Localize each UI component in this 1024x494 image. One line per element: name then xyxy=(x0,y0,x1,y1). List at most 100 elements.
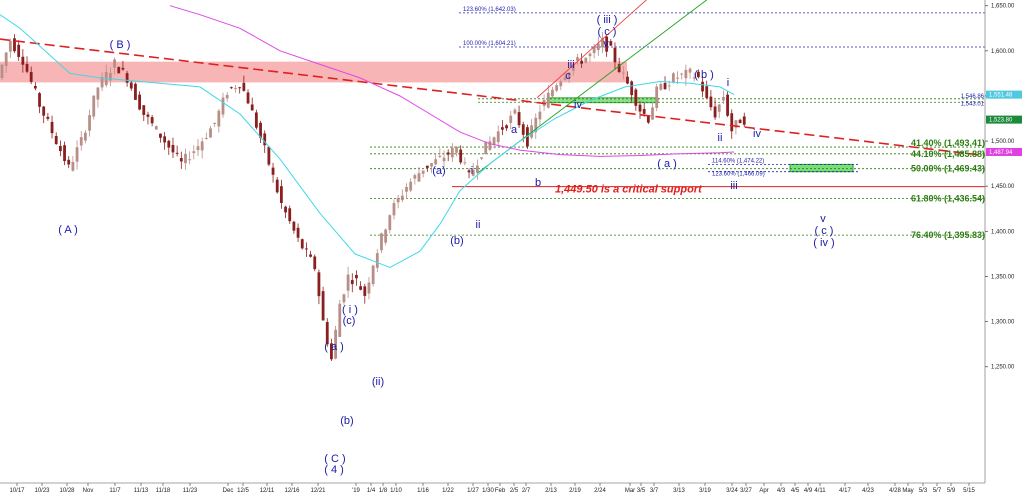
candle xyxy=(484,141,488,155)
candle xyxy=(413,175,417,179)
candle xyxy=(505,125,508,129)
wave-label: ( c ) xyxy=(598,26,617,38)
fib-label: 50.00% (1,469.43) xyxy=(911,164,985,174)
candle xyxy=(496,131,500,143)
candle xyxy=(546,92,550,108)
candle xyxy=(179,158,183,162)
x-tick-label: 3/13 xyxy=(673,488,685,494)
candle xyxy=(8,40,12,52)
candle xyxy=(521,124,525,135)
candle xyxy=(605,36,609,52)
candle xyxy=(129,82,133,89)
candle xyxy=(38,93,41,107)
wave-label: iii xyxy=(730,180,737,192)
wave-label: iv xyxy=(574,99,582,111)
x-tick-label: 2/7 xyxy=(522,488,531,494)
candle xyxy=(96,87,100,100)
candle xyxy=(417,173,421,182)
wave-label: ( iii ) xyxy=(597,14,618,26)
candle xyxy=(563,77,567,80)
x-tick-label: Apr xyxy=(759,488,768,494)
candle xyxy=(229,87,233,89)
candle xyxy=(117,67,121,74)
x-tick-label: 12/5 xyxy=(237,488,249,494)
wave-label: b xyxy=(535,177,541,189)
candle xyxy=(0,64,4,79)
candle xyxy=(204,138,208,140)
candle xyxy=(705,86,709,98)
candle xyxy=(676,77,679,79)
wave-label: (c) xyxy=(343,315,356,327)
candle xyxy=(58,145,62,152)
wave-label: ii xyxy=(476,219,481,231)
x-tick-label: Dec xyxy=(223,488,234,494)
y-tick-label: 1,600.00 xyxy=(991,49,1015,55)
candle xyxy=(29,72,33,82)
wave-label: ( 4 ) xyxy=(324,464,344,476)
candle xyxy=(450,147,454,158)
wave-label: (b) xyxy=(340,415,353,427)
x-tick-label: 4/3 xyxy=(777,488,786,494)
candle xyxy=(742,116,746,125)
candle xyxy=(509,115,513,123)
channel-line-red xyxy=(536,0,647,99)
x-axis: 10/17 10/23 10/28 Nov 11/7 11/13 11/18 11/23 Dec… xyxy=(0,482,985,494)
candle xyxy=(100,77,104,88)
x-tick-label: 1/4 xyxy=(367,488,376,494)
fib-label: 76.40% (1,395.83) xyxy=(911,230,985,240)
candle xyxy=(17,44,21,57)
critical-support-label: 1,449.50 is a critical support xyxy=(555,184,703,196)
candle xyxy=(405,186,408,192)
candle xyxy=(142,105,146,115)
candle xyxy=(609,41,613,46)
wave-label: ( a ) xyxy=(324,341,344,353)
candle xyxy=(159,133,162,138)
candle xyxy=(371,265,375,285)
candle xyxy=(50,121,54,134)
y-tick-label: 1,350.00 xyxy=(991,274,1015,280)
candle xyxy=(42,106,46,116)
wave-label: v xyxy=(603,38,609,50)
x-tick-label: 10/17 xyxy=(9,488,25,494)
x-tick-label: 2/19 xyxy=(569,488,581,494)
x-tick-label: '19 xyxy=(352,488,360,494)
candle xyxy=(138,94,142,110)
candle xyxy=(467,170,471,173)
candle xyxy=(392,203,396,216)
candle xyxy=(722,97,725,101)
x-tick-label: 1/30 xyxy=(482,488,494,494)
candle xyxy=(234,88,237,90)
x-tick-label: 3/19 xyxy=(699,488,711,494)
candle xyxy=(109,73,112,81)
moving-average-cyan xyxy=(0,14,735,269)
x-tick-label: 12/16 xyxy=(284,488,300,494)
candle xyxy=(375,253,379,268)
candle xyxy=(342,294,346,303)
candle xyxy=(434,159,438,165)
resistance-zone xyxy=(0,61,627,83)
x-tick-label: 5/15 xyxy=(963,488,975,494)
candle xyxy=(655,86,659,108)
candle xyxy=(321,291,325,321)
candle xyxy=(480,157,483,159)
candle xyxy=(613,47,617,63)
price-tag xyxy=(986,147,1022,156)
moving-average-magenta xyxy=(169,5,735,157)
y-tick-label: 1,300.00 xyxy=(991,320,1015,326)
candle xyxy=(200,141,204,151)
candle xyxy=(501,127,504,130)
candle xyxy=(13,38,16,52)
candle xyxy=(630,81,634,96)
candle xyxy=(621,72,625,74)
candle xyxy=(738,119,742,124)
x-tick-label: 12/21 xyxy=(310,488,326,494)
candle xyxy=(638,104,642,112)
fib-label: 44.10% (1,485.88) xyxy=(911,149,985,159)
candle xyxy=(171,144,175,153)
y-tick-label: 1,500.00 xyxy=(991,139,1015,145)
candle xyxy=(21,56,25,65)
candle xyxy=(584,57,588,63)
candle xyxy=(92,95,96,117)
x-tick-label: 5/7 xyxy=(933,488,942,494)
candle xyxy=(246,92,250,104)
